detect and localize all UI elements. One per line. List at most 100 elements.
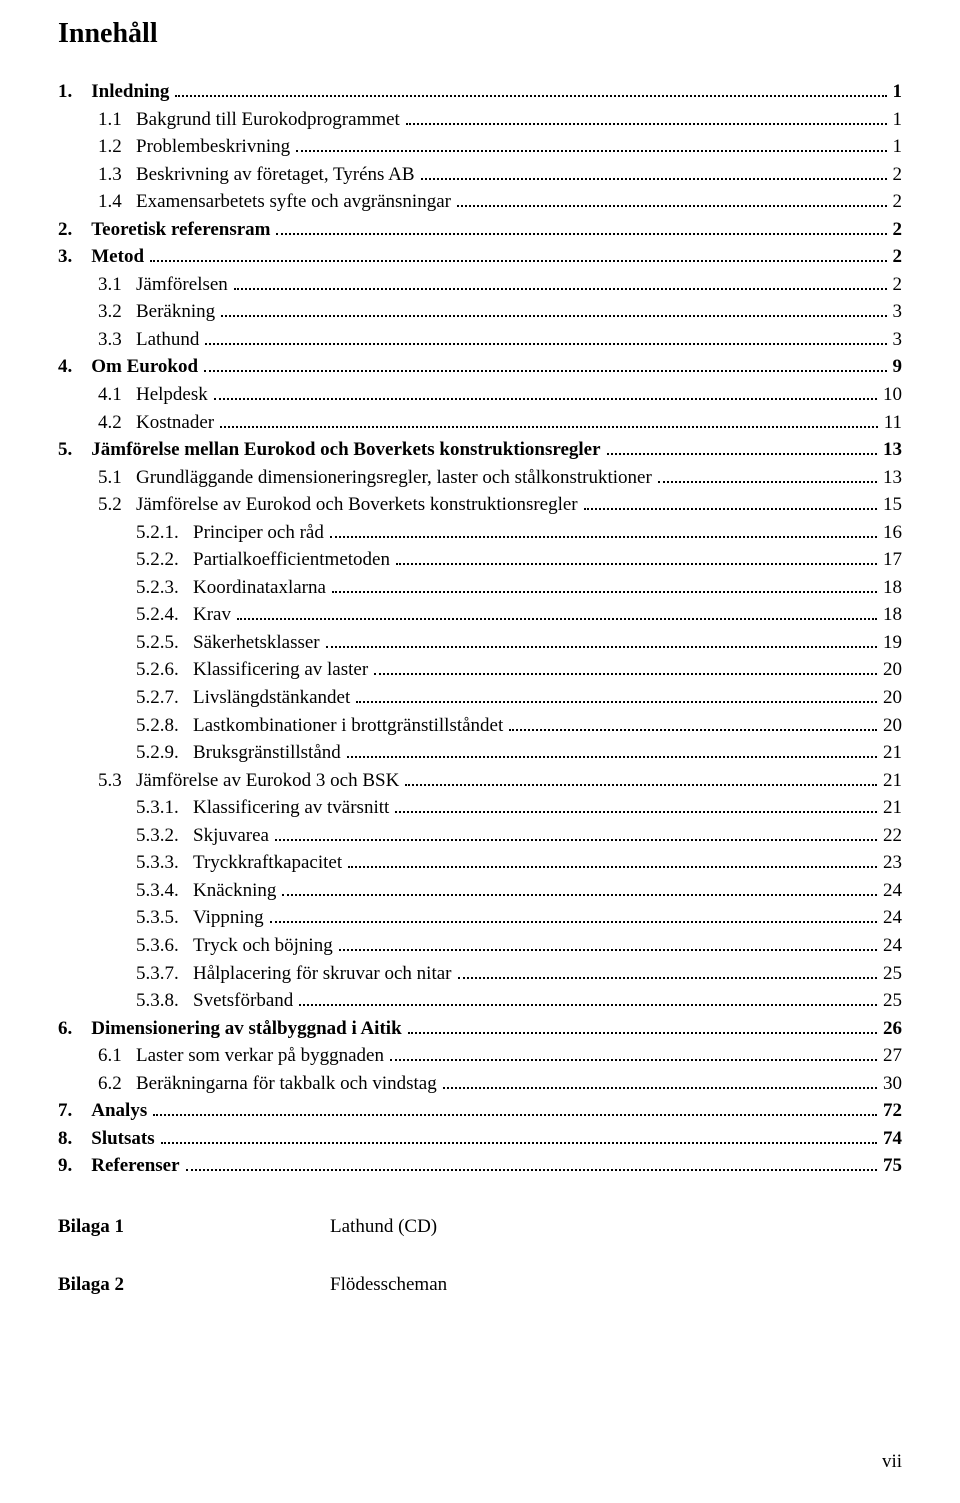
toc-entry: 5.2.9. Bruksgränstillstånd 21 bbox=[58, 739, 902, 767]
toc-entry-page: 1 bbox=[893, 106, 903, 134]
toc-entry: 5.3.3. Tryckkraftkapacitet 23 bbox=[58, 849, 902, 877]
toc-entry-label: 4.2 Kostnader bbox=[98, 409, 214, 437]
toc-leader-dots bbox=[276, 233, 886, 235]
toc-entry-page: 27 bbox=[883, 1042, 902, 1070]
toc-entry-label: 2. Teoretisk referensram bbox=[58, 216, 270, 244]
page-title: Innehåll bbox=[58, 18, 902, 50]
toc-entry-page: 21 bbox=[883, 794, 902, 822]
toc-entry-label: 5.2.5. Säkerhetsklasser bbox=[136, 629, 320, 657]
toc-leader-dots bbox=[584, 508, 877, 510]
toc-leader-dots bbox=[405, 784, 877, 786]
toc-leader-dots bbox=[186, 1169, 877, 1171]
toc-leader-dots bbox=[204, 370, 886, 372]
toc-leader-dots bbox=[406, 123, 887, 125]
toc-entry-label: 1.1 Bakgrund till Eurokodprogrammet bbox=[98, 106, 400, 134]
appendix-list: Bilaga 1Lathund (CD) Bilaga 2Flödesschema… bbox=[58, 1216, 902, 1296]
toc-entry-page: 18 bbox=[883, 601, 902, 629]
toc-entry-label: 1.2 Problembeskrivning bbox=[98, 133, 290, 161]
toc-leader-dots bbox=[348, 866, 877, 868]
appendix-label: Bilaga 1 bbox=[58, 1216, 330, 1238]
toc-entry-page: 16 bbox=[883, 519, 902, 547]
toc-entry-page: 10 bbox=[883, 381, 902, 409]
toc-entry-page: 3 bbox=[893, 326, 903, 354]
toc-entry-label: 8. Slutsats bbox=[58, 1125, 155, 1153]
toc-leader-dots bbox=[326, 646, 877, 648]
toc-entry: 3.2 Beräkning 3 bbox=[58, 298, 902, 326]
toc-entry-page: 19 bbox=[883, 629, 902, 657]
toc-entry: 5.2.1. Principer och råd 16 bbox=[58, 519, 902, 547]
toc-entry: 5.2.6. Klassificering av laster 20 bbox=[58, 656, 902, 684]
toc-entry: 5.1 Grundläggande dimensioneringsregler,… bbox=[58, 464, 902, 492]
appendix-desc: Lathund (CD) bbox=[330, 1216, 437, 1238]
toc-entry: 2. Teoretisk referensram 2 bbox=[58, 216, 902, 244]
toc-entry-label: 6.2 Beräkningarna för takbalk och vindst… bbox=[98, 1070, 437, 1098]
toc-entry-page: 17 bbox=[883, 546, 902, 574]
appendix-label: Bilaga 2 bbox=[58, 1274, 330, 1296]
toc-entry: 1.4 Examensarbetets syfte och avgränsnin… bbox=[58, 188, 902, 216]
toc-entry: 7. Analys 72 bbox=[58, 1097, 902, 1125]
toc-entry-page: 15 bbox=[883, 491, 902, 519]
toc-entry: 3. Metod 2 bbox=[58, 243, 902, 271]
toc-leader-dots bbox=[275, 839, 877, 841]
toc-entry-page: 18 bbox=[883, 574, 902, 602]
toc-entry-page: 11 bbox=[884, 409, 902, 437]
toc-entry-label: 5.2.1. Principer och råd bbox=[136, 519, 324, 547]
toc-leader-dots bbox=[658, 481, 877, 483]
toc-entry-label: 4. Om Eurokod bbox=[58, 353, 198, 381]
toc-entry: 3.3 Lathund 3 bbox=[58, 326, 902, 354]
toc-leader-dots bbox=[175, 95, 886, 97]
toc-leader-dots bbox=[282, 894, 877, 896]
toc-entry-label: 9. Referenser bbox=[58, 1152, 180, 1180]
toc-leader-dots bbox=[396, 563, 877, 565]
toc-entry-label: 5.2 Jämförelse av Eurokod och Boverkets … bbox=[98, 491, 578, 519]
toc-entry-page: 2 bbox=[893, 271, 903, 299]
toc-entry: 5.2.8. Lastkombinationer i brottgränstil… bbox=[58, 712, 902, 740]
toc-entry-label: 3.1 Jämförelsen bbox=[98, 271, 228, 299]
toc-entry: 5.3.1. Klassificering av tvärsnitt 21 bbox=[58, 794, 902, 822]
toc-entry-label: 4.1 Helpdesk bbox=[98, 381, 208, 409]
toc-entry: 6.2 Beräkningarna för takbalk och vindst… bbox=[58, 1070, 902, 1098]
toc-entry: 5.3 Jämförelse av Eurokod 3 och BSK 21 bbox=[58, 767, 902, 795]
toc-entry-label: 1.3 Beskrivning av företaget, Tyréns AB bbox=[98, 161, 415, 189]
toc-entry: 5.2.4. Krav 18 bbox=[58, 601, 902, 629]
toc-entry-label: 5.3.2. Skjuvarea bbox=[136, 822, 269, 850]
toc-entry-page: 1 bbox=[893, 133, 903, 161]
toc-leader-dots bbox=[347, 756, 877, 758]
toc-entry: 5.3.4. Knäckning 24 bbox=[58, 877, 902, 905]
toc-leader-dots bbox=[299, 1004, 877, 1006]
toc-entry: 1.3 Beskrivning av företaget, Tyréns AB … bbox=[58, 161, 902, 189]
toc-entry: 5.2.2. Partialkoefficientmetoden 17 bbox=[58, 546, 902, 574]
toc-leader-dots bbox=[421, 178, 887, 180]
toc-entry: 4.2 Kostnader 11 bbox=[58, 409, 902, 437]
toc-entry-page: 2 bbox=[893, 243, 903, 271]
toc-leader-dots bbox=[296, 150, 886, 152]
toc-entry-label: 3.3 Lathund bbox=[98, 326, 199, 354]
toc-leader-dots bbox=[443, 1087, 877, 1089]
appendix-entry: Bilaga 2Flödesscheman bbox=[58, 1274, 902, 1296]
toc-entry: 5. Jämförelse mellan Eurokod och Boverke… bbox=[58, 436, 902, 464]
toc-entry: 6. Dimensionering av stålbyggnad i Aitik… bbox=[58, 1015, 902, 1043]
toc-entry-page: 24 bbox=[883, 932, 902, 960]
toc-entry-label: 5.3.4. Knäckning bbox=[136, 877, 276, 905]
toc-entry-label: 5.3.1. Klassificering av tvärsnitt bbox=[136, 794, 389, 822]
toc-entry-page: 24 bbox=[883, 904, 902, 932]
toc-entry: 5.3.7. Hålplacering för skruvar och nita… bbox=[58, 960, 902, 988]
toc-leader-dots bbox=[220, 426, 878, 428]
toc-leader-dots bbox=[374, 673, 877, 675]
toc-leader-dots bbox=[205, 343, 886, 345]
toc-leader-dots bbox=[607, 453, 877, 455]
toc-leader-dots bbox=[509, 729, 877, 731]
toc-entry-label: 3. Metod bbox=[58, 243, 144, 271]
toc-entry-page: 9 bbox=[893, 353, 903, 381]
toc-leader-dots bbox=[339, 949, 877, 951]
toc-entry-label: 1.4 Examensarbetets syfte och avgränsnin… bbox=[98, 188, 451, 216]
toc-list: 1. Inledning 11.1 Bakgrund till Eurokodp… bbox=[58, 78, 902, 1180]
toc-entry: 5.2 Jämförelse av Eurokod och Boverkets … bbox=[58, 491, 902, 519]
toc-entry-label: 5.2.8. Lastkombinationer i brottgränstil… bbox=[136, 712, 503, 740]
toc-entry: 9. Referenser 75 bbox=[58, 1152, 902, 1180]
toc-leader-dots bbox=[153, 1114, 877, 1116]
toc-entry-page: 21 bbox=[883, 767, 902, 795]
toc-entry-page: 25 bbox=[883, 987, 902, 1015]
toc-entry-label: 5.3.7. Hålplacering för skruvar och nita… bbox=[136, 960, 452, 988]
toc-entry: 8. Slutsats 74 bbox=[58, 1125, 902, 1153]
